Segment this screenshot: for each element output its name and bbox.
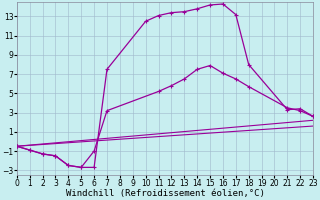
X-axis label: Windchill (Refroidissement éolien,°C): Windchill (Refroidissement éolien,°C) <box>66 189 264 198</box>
